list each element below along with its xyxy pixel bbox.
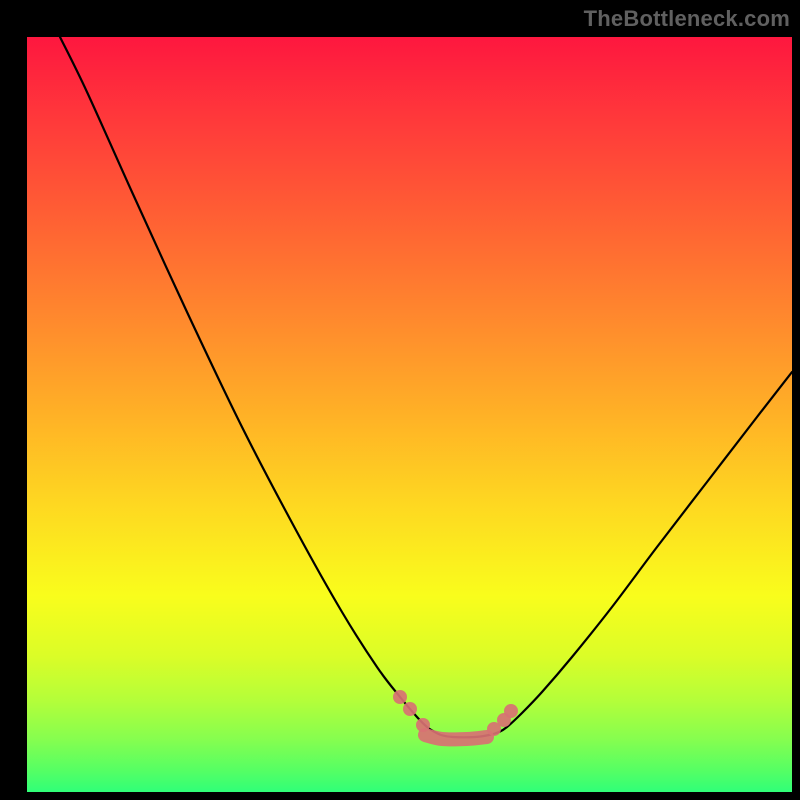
plot-area: [27, 37, 792, 792]
chart-frame: TheBottleneck.com: [0, 0, 800, 800]
valley-flat-band: [425, 735, 487, 739]
curve-marker: [393, 690, 407, 704]
bottleneck-curve: [60, 37, 792, 737]
curve-marker: [403, 702, 417, 716]
chart-svg: [27, 37, 792, 792]
watermark-text: TheBottleneck.com: [584, 6, 790, 32]
curve-markers: [393, 690, 518, 736]
curve-marker: [416, 718, 430, 732]
curve-marker: [504, 704, 518, 718]
